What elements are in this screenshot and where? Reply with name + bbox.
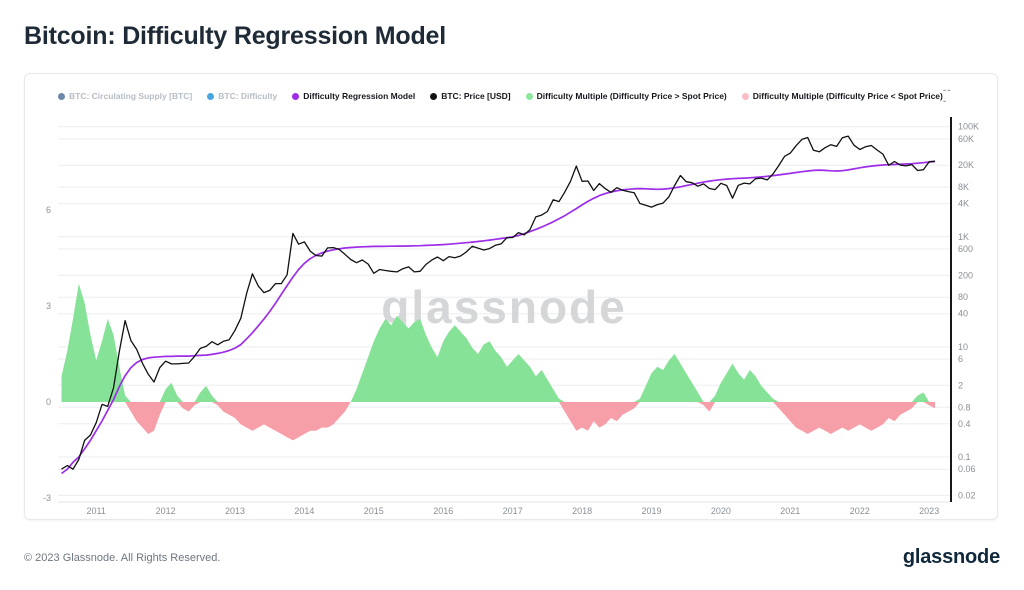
regression-model-line[interactable] <box>60 160 936 475</box>
y-left-tick-label: 0 <box>46 397 51 407</box>
legend-dot-icon <box>741 92 749 100</box>
y-right-tick-label: 0.06 <box>958 464 976 474</box>
legend-dot-icon <box>292 92 300 100</box>
y-right-tick-label: 10 <box>958 342 968 352</box>
x-tick-label: 2020 <box>711 506 731 515</box>
legend-dot-icon <box>207 92 215 100</box>
legend-row: BTC: Circulating Supply [BTC] BTC: Diffic… <box>32 74 990 107</box>
x-tick-label: 2015 <box>364 506 384 515</box>
legend-dot-icon <box>58 92 65 100</box>
x-tick-label: 2011 <box>87 506 106 515</box>
price-chart-svg[interactable]: glassnode-3036100K60K20K8K4K1K6002008040… <box>32 111 990 515</box>
legend-dot-icon <box>525 92 533 100</box>
y-right-tick-label: 8K <box>958 182 969 192</box>
legend-item-label: Difficulty Regression Model <box>303 91 416 101</box>
footer: © 2023 Glassnode. All Rights Reserved. g… <box>24 546 1000 569</box>
y-right-tick-label: 6 <box>958 354 963 364</box>
legend-item-label: BTC: Price [USD] <box>441 91 511 101</box>
y-right-tick-label: 100K <box>958 122 979 132</box>
legend-item-3[interactable]: BTC: Price [USD] <box>430 91 511 101</box>
y-right-tick-label: 80 <box>958 292 968 302</box>
chart-menu-button[interactable]: --- <box>942 85 952 107</box>
x-tick-label: 2013 <box>225 506 245 515</box>
btc-price-line[interactable] <box>61 135 936 470</box>
page-title: Bitcoin: Difficulty Regression Model <box>24 22 446 50</box>
y-right-tick-label: 20K <box>958 160 974 170</box>
legend-item-1[interactable]: BTC: Difficulty <box>207 91 277 101</box>
legend-item-0[interactable]: BTC: Circulating Supply [BTC] <box>58 91 192 101</box>
x-tick-label: 2016 <box>433 506 453 515</box>
x-tick-label: 2017 <box>503 506 523 515</box>
y-right-tick-label: 0.8 <box>958 402 971 412</box>
legend-item-4[interactable]: Difficulty Multiple (Difficulty Price > … <box>525 91 727 101</box>
y-right-tick-label: 0.1 <box>958 452 971 462</box>
y-right-tick-label: 60K <box>958 134 974 144</box>
y-right-tick-label: 4K <box>958 199 969 209</box>
x-tick-label: 2014 <box>294 506 314 515</box>
legend-item-label: Difficulty Multiple (Difficulty Price > … <box>536 91 727 101</box>
x-tick-label: 2012 <box>156 506 176 515</box>
y-right-tick-label: 200 <box>958 270 973 280</box>
difficulty-multiple-negative-area[interactable] <box>61 402 936 441</box>
chart-legend: BTC: Circulating Supply [BTC] BTC: Diffic… <box>58 91 943 101</box>
y-left-tick-label: -3 <box>43 493 51 503</box>
x-tick-label: 2023 <box>919 506 939 515</box>
legend-item-5[interactable]: Difficulty Multiple (Difficulty Price < … <box>741 91 943 101</box>
legend-item-label: BTC: Difficulty <box>218 91 278 101</box>
y-right-tick-label: 40 <box>958 309 968 319</box>
x-tick-label: 2019 <box>641 506 661 515</box>
x-tick-label: 2018 <box>572 506 592 515</box>
y-left-tick-label: 3 <box>46 301 51 311</box>
y-right-tick-label: 1K <box>958 232 969 242</box>
y-right-tick-label: 0.4 <box>958 419 971 429</box>
y-left-tick-label: 6 <box>46 205 51 215</box>
chart-panel: BTC: Circulating Supply [BTC] BTC: Diffic… <box>24 73 998 520</box>
glassnode-logo[interactable]: glassnode <box>902 546 1000 568</box>
legend-item-label: BTC: Circulating Supply [BTC] <box>69 91 193 101</box>
footer-copyright: © 2023 Glassnode. All Rights Reserved. <box>24 551 221 564</box>
difficulty-multiple-positive-area[interactable] <box>61 283 936 402</box>
x-tick-label: 2021 <box>780 506 800 515</box>
legend-item-2[interactable]: Difficulty Regression Model <box>292 91 415 101</box>
x-tick-label: 2022 <box>850 506 870 515</box>
legend-item-label: Difficulty Multiple (Difficulty Price < … <box>752 91 943 101</box>
y-right-tick-label: 0.02 <box>958 490 976 500</box>
y-right-tick-label: 600 <box>958 244 973 254</box>
legend-dot-icon <box>430 92 438 100</box>
y-right-tick-label: 2 <box>958 380 963 390</box>
